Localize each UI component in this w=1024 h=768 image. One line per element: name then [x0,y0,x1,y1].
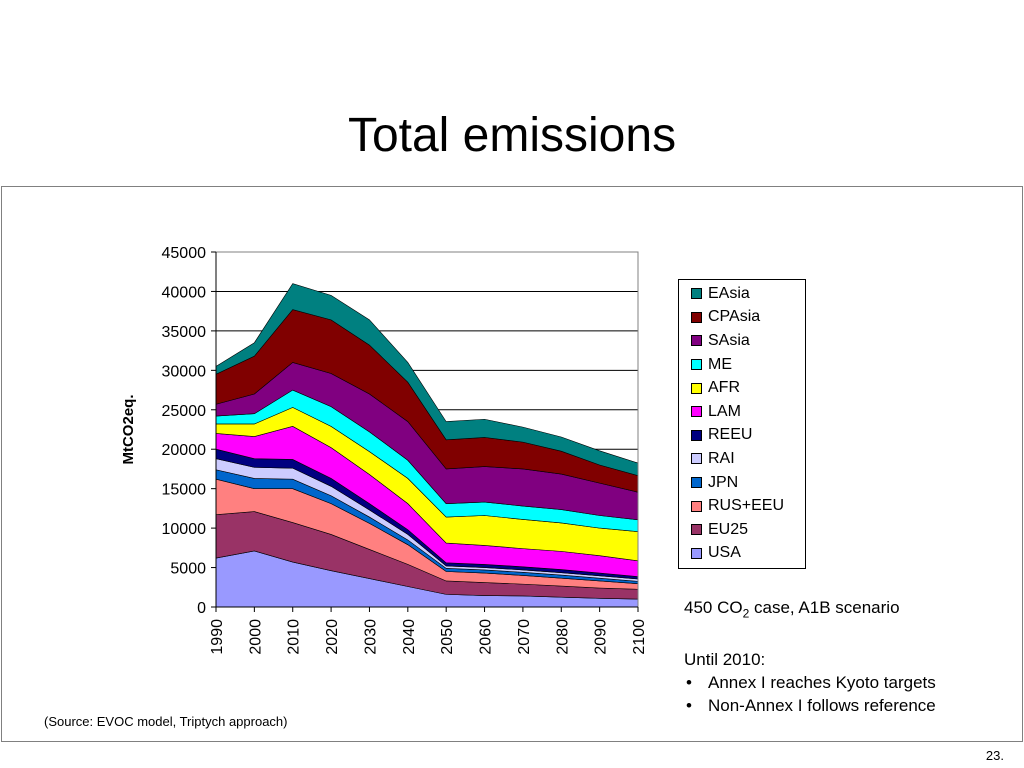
legend-label: REEU [708,426,753,444]
legend-item: SAsia [691,329,805,353]
notes-heading: Until 2010: [684,650,766,670]
x-tick-label: 2010 [286,619,303,655]
legend-swatch [691,500,702,512]
legend-swatch [691,382,702,394]
legend-label: CPAsia [708,308,761,326]
legend-label: SAsia [708,331,750,349]
legend-swatch [691,406,702,418]
y-tick-label: 0 [197,600,206,617]
legend-swatch [691,288,702,300]
legend-item: REEU [691,424,805,448]
x-tick-label: 2000 [247,619,264,655]
x-tick-label: 2090 [593,619,610,655]
scenario-suffix: case, A1B scenario [749,598,900,617]
scenario-line: 450 CO2 case, A1B scenario [684,596,936,625]
legend-swatch [691,359,702,371]
legend-item: AFR [691,376,805,400]
legend-swatch [691,335,702,347]
legend-label: USA [708,544,741,562]
source-note: (Source: EVOC model, Triptych approach) [44,714,288,729]
x-tick-label: 2100 [631,619,648,655]
y-tick-label: 20000 [162,442,207,459]
legend-label: LAM [708,402,741,420]
legend-item: USA [691,542,805,566]
y-tick-label: 35000 [162,324,207,341]
scenario-notes: 450 CO2 case, A1B scenario Until 2010: A… [684,596,936,717]
chart-legend: EAsia CPAsia SAsia ME AFR LAM REEU RAI JPN RUS+EE… [678,279,806,569]
legend-label: EU25 [708,520,749,538]
y-tick-label: 40000 [162,284,207,301]
y-tick-label: 30000 [162,363,207,380]
y-tick-label: 45000 [162,245,207,262]
legend-item: EU25 [691,518,805,542]
y-tick-label: 10000 [162,521,207,538]
legend-swatch [691,311,702,323]
y-tick-label: 25000 [162,403,207,420]
x-tick-label: 2030 [362,619,379,655]
legend-item: LAM [691,400,805,424]
legend-swatch [691,477,702,489]
x-tick-label: 1990 [209,619,226,655]
legend-item: JPN [691,471,805,495]
content-frame [1,186,1023,742]
scenario-prefix: 450 CO [684,598,743,617]
notes-bullet: Non-Annex I follows reference [684,694,936,717]
legend-swatch [691,453,702,465]
legend-item: CPAsia [691,306,805,330]
y-axis-title: MtCO2eq. [120,394,137,464]
scenario-subscript: 2 [742,606,750,621]
legend-item: RUS+EEU [691,494,805,518]
legend-swatch [691,524,702,536]
legend-label: EAsia [708,284,750,302]
slide-title: Total emissions [347,109,677,162]
x-tick-label: 2020 [324,619,341,655]
legend-item: RAI [691,447,805,471]
legend-item: ME [691,353,805,377]
y-tick-label: 15000 [162,482,207,499]
notes-bullet: Annex I reaches Kyoto targets [684,671,936,694]
legend-swatch [691,547,702,559]
legend-swatch [691,429,702,441]
legend-label: ME [708,355,732,373]
y-tick-label: 5000 [170,561,206,578]
notes-bullets: Annex I reaches Kyoto targets Non-Annex … [684,671,936,717]
legend-label: JPN [708,473,739,491]
x-tick-label: 2050 [439,619,456,655]
legend-label: RAI [708,449,735,467]
legend-item: EAsia [691,282,805,306]
x-tick-label: 2070 [516,619,533,655]
x-tick-label: 2080 [554,619,571,655]
x-tick-label: 2060 [478,619,495,655]
x-tick-label: 2040 [401,619,418,655]
legend-label: RUS+EEU [708,497,785,515]
page-number: 23. [985,748,1004,763]
legend-label: AFR [708,379,740,397]
